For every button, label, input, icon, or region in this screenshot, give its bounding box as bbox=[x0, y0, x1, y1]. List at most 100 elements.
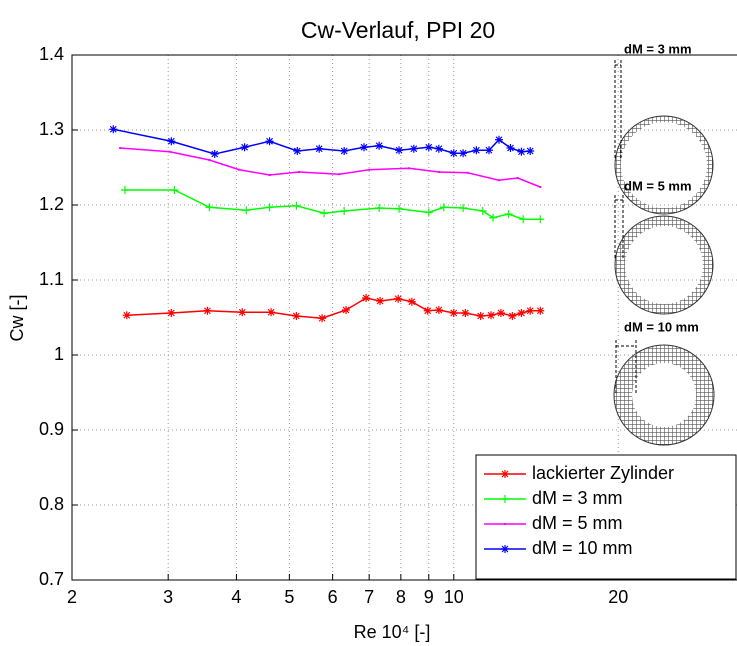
data-point bbox=[504, 210, 513, 218]
data-point bbox=[376, 297, 385, 305]
data-point bbox=[434, 144, 443, 153]
data-point bbox=[449, 309, 458, 317]
data-point bbox=[375, 141, 384, 150]
data-point bbox=[407, 297, 416, 306]
x-tick-label: 10 bbox=[444, 587, 464, 607]
data-point bbox=[265, 137, 274, 146]
data-point bbox=[519, 215, 528, 224]
data-point bbox=[375, 204, 384, 212]
data-point bbox=[170, 186, 179, 194]
data-point bbox=[242, 206, 251, 215]
data-point bbox=[265, 203, 274, 212]
series-line bbox=[120, 147, 541, 188]
data-point bbox=[318, 314, 327, 323]
data-point bbox=[472, 146, 481, 155]
legend-marker bbox=[501, 545, 509, 553]
series-line bbox=[124, 189, 541, 220]
x-tick-label: 6 bbox=[328, 587, 338, 607]
data-point bbox=[395, 146, 404, 155]
y-tick-label: 1.4 bbox=[39, 44, 64, 64]
legend-marker bbox=[501, 470, 509, 478]
data-point bbox=[210, 150, 219, 158]
data-point bbox=[424, 143, 433, 152]
data-point bbox=[506, 144, 515, 152]
data-point bbox=[484, 146, 493, 155]
data-point bbox=[459, 204, 468, 212]
series-line bbox=[113, 128, 531, 155]
legend-label: dM = 5 mm bbox=[532, 513, 623, 533]
y-tick-label: 1.1 bbox=[39, 269, 64, 289]
data-point bbox=[461, 309, 470, 317]
x-tick-label: 3 bbox=[163, 587, 173, 607]
data-point bbox=[495, 135, 504, 144]
data-point bbox=[342, 306, 351, 314]
legend-label: lackierter Zylinder bbox=[532, 463, 674, 483]
data-point bbox=[362, 294, 371, 302]
data-point bbox=[109, 125, 118, 134]
data-point bbox=[320, 209, 329, 218]
x-tick-label: 7 bbox=[364, 587, 374, 607]
axes-frame bbox=[71, 54, 737, 581]
y-tick-label: 1.2 bbox=[39, 194, 64, 214]
data-point bbox=[360, 143, 369, 152]
data-point bbox=[487, 311, 496, 320]
data-point bbox=[395, 204, 404, 213]
cylinder-sketches: dM = 3 mm dM = 5 mm dM = 10 mm bbox=[613, 41, 715, 446]
data-point bbox=[439, 203, 448, 212]
ring bbox=[615, 216, 713, 314]
y-axis-label: Cw [-] bbox=[7, 295, 27, 342]
data-point bbox=[424, 208, 433, 217]
data-point bbox=[293, 147, 302, 155]
legend-label: dM = 3 mm bbox=[532, 488, 623, 508]
data-point bbox=[508, 312, 517, 320]
data-point bbox=[434, 306, 443, 314]
x-tick-label: 8 bbox=[396, 587, 406, 607]
x-tick-label: 4 bbox=[231, 587, 241, 607]
data-point bbox=[122, 311, 131, 320]
data-point bbox=[496, 309, 505, 317]
data-point bbox=[203, 306, 212, 315]
data-point bbox=[526, 306, 535, 315]
data-point bbox=[205, 203, 214, 212]
dimension-lines bbox=[614, 60, 637, 395]
data-point bbox=[120, 186, 129, 194]
data-point bbox=[340, 207, 349, 215]
y-tick-label: 1 bbox=[54, 344, 64, 364]
data-point bbox=[526, 147, 535, 155]
annotation: dM = 10 mm bbox=[624, 319, 699, 334]
data-point bbox=[423, 306, 432, 315]
legend-box bbox=[475, 454, 737, 580]
legend-marker bbox=[501, 495, 509, 503]
data-point bbox=[517, 309, 526, 317]
data-point bbox=[315, 144, 324, 153]
data-point bbox=[167, 137, 176, 146]
ring bbox=[614, 345, 714, 445]
x-tick-label: 9 bbox=[424, 587, 434, 607]
legend: lackierter Zylinder dM = 3 mm dM = 5 mm dM … bbox=[475, 454, 737, 580]
data-point bbox=[459, 149, 468, 158]
data-point bbox=[449, 149, 458, 158]
x-tick-label: 20 bbox=[608, 587, 628, 607]
ring-edge bbox=[614, 115, 714, 215]
chart-title: Cw-Verlauf, PPI 20 bbox=[301, 17, 495, 43]
data-point bbox=[409, 144, 418, 153]
y-tick-label: 0.9 bbox=[39, 419, 64, 439]
data-point bbox=[394, 294, 403, 303]
annotation: dM = 3 mm bbox=[624, 41, 692, 56]
ring-edge bbox=[613, 344, 715, 446]
y-tick-label: 1.3 bbox=[39, 119, 64, 139]
data-point bbox=[238, 308, 247, 317]
data-point bbox=[267, 308, 276, 317]
y-tick-label: 0.8 bbox=[39, 494, 64, 514]
y-tick-label: 0.7 bbox=[39, 569, 64, 589]
ring bbox=[615, 116, 713, 214]
annotation: dM = 5 mm bbox=[624, 178, 692, 193]
data-point bbox=[476, 312, 485, 320]
data-point bbox=[292, 201, 301, 210]
data-point bbox=[240, 143, 249, 152]
x-tick-label: 2 bbox=[67, 587, 77, 607]
data-point bbox=[292, 312, 301, 320]
data-point bbox=[489, 213, 498, 222]
legend-label: dM = 10 mm bbox=[532, 538, 633, 558]
